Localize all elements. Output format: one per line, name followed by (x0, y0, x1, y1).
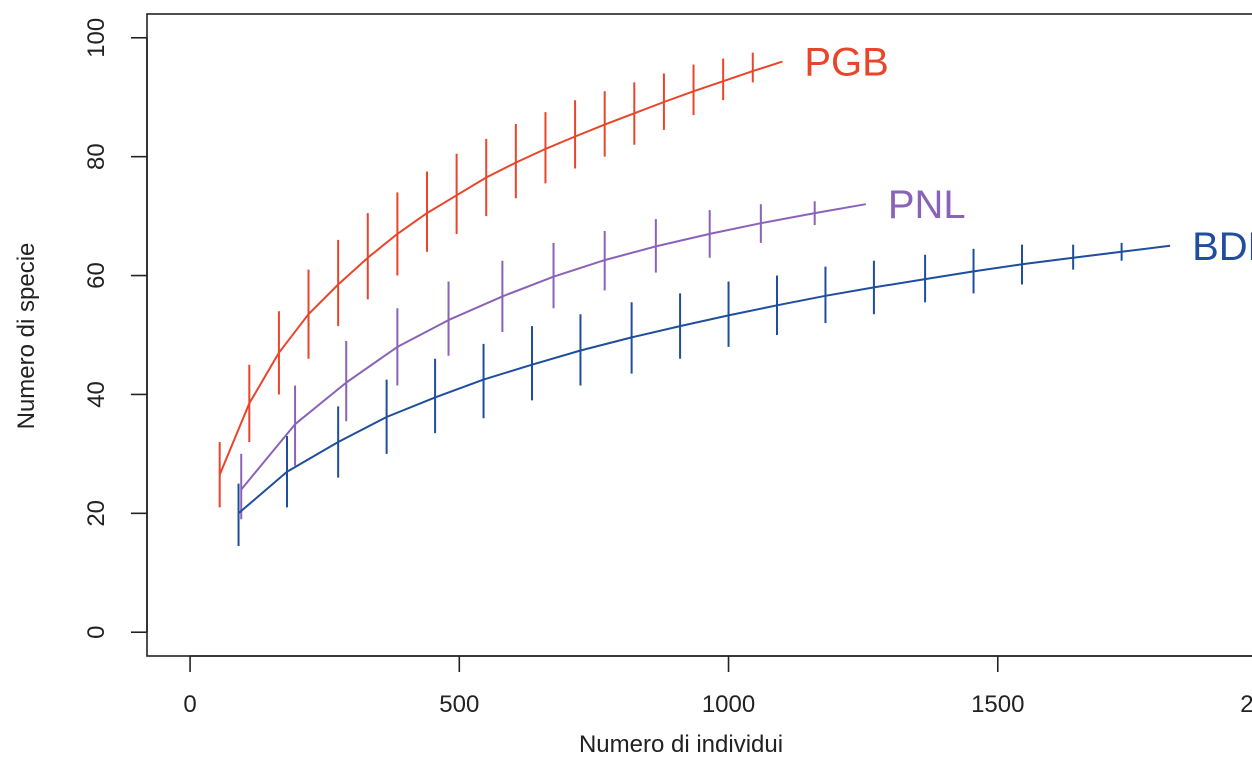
series-label-bdm: BDM (1192, 225, 1252, 269)
y-axis: 0 20 40 60 80 100 (83, 18, 148, 639)
y-tick-label: 60 (83, 262, 110, 289)
series-pnl (240, 201, 866, 520)
y-tick-label: 100 (83, 18, 110, 58)
y-axis-title: Numero di specie (13, 243, 40, 430)
series-labels: PGB PNL BDM (804, 41, 1252, 269)
series-pgb-line (218, 60, 783, 476)
series-bdm (237, 242, 1171, 547)
x-tick-label: 2000 (1240, 691, 1252, 718)
x-axis: 0 500 1000 1500 2000 (183, 655, 1252, 718)
x-tick-label: 500 (439, 691, 479, 718)
plot-frame (146, 13, 1252, 657)
y-tick-label: 0 (83, 626, 110, 639)
series-label-pnl: PNL (888, 183, 966, 227)
x-tick-label: 1500 (971, 691, 1024, 718)
x-axis-title: Numero di individui (579, 731, 783, 758)
x-tick-label: 0 (183, 691, 196, 718)
series-pgb (218, 52, 783, 508)
y-tick-label: 80 (83, 143, 110, 170)
series-bdm-line (237, 244, 1171, 515)
x-tick-label: 1000 (702, 691, 755, 718)
y-tick-label: 40 (83, 381, 110, 408)
y-tick-label: 20 (83, 500, 110, 527)
series-layer (218, 52, 1171, 547)
series-label-pgb: PGB (804, 41, 888, 85)
